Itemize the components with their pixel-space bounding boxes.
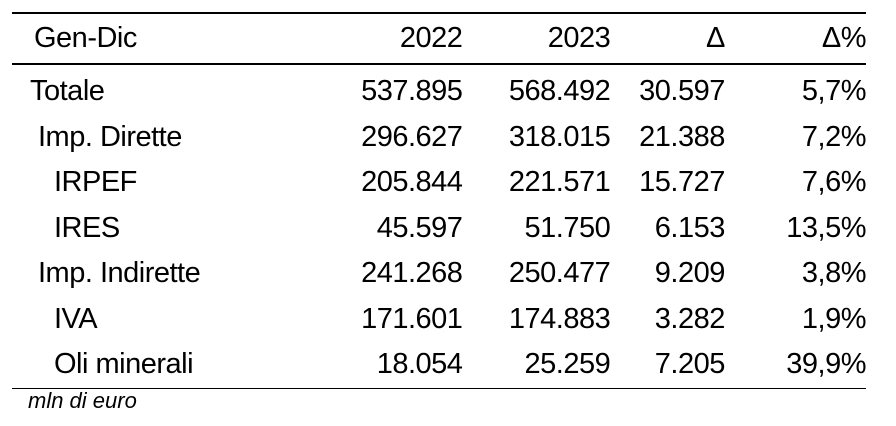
cell-delta-pct: 3,8% [801, 257, 867, 290]
header-period: Gen-Dic [34, 22, 137, 54]
cell-2022: 296.627 [361, 120, 463, 153]
cell-2023: 318.015 [508, 120, 611, 153]
table-row: Totale 537.895 568.492 30.597 5,7% [12, 64, 867, 115]
cell-delta-pct: 39,9% [786, 348, 866, 381]
table-row: Imp. Indirette 241.268 250.477 9.209 3,8% [12, 251, 867, 297]
table-row: IRPEF 205.844 221.571 15.727 7,6% [12, 160, 867, 206]
cell-2023: 174.883 [508, 302, 611, 335]
cell-2022: 18.054 [376, 348, 463, 381]
row-label: IRES [54, 211, 120, 244]
cell-delta-pct: 7,2% [801, 120, 867, 153]
table-row: IRES 45.597 51.750 6.153 13,5% [12, 206, 867, 252]
cell-2022: 171.601 [361, 302, 463, 335]
header-delta-pct: Δ% [821, 22, 867, 54]
row-label: Oli minerali [54, 348, 194, 381]
cell-2023: 568.492 [508, 75, 611, 108]
cell-2023: 25.259 [524, 348, 611, 381]
cell-delta-pct: 1,9% [801, 302, 867, 335]
row-label: Imp. Indirette [38, 257, 201, 290]
cell-2022: 45.597 [376, 211, 463, 244]
header-2022: 2022 [399, 22, 463, 54]
cell-2022: 205.844 [361, 166, 463, 199]
row-label: Totale [30, 75, 105, 108]
cell-delta-pct: 13,5% [786, 211, 866, 244]
row-label: IRPEF [54, 166, 137, 199]
row-label: Imp. Dirette [38, 120, 182, 153]
cell-2023: 221.571 [508, 166, 611, 199]
unit-note: mln di euro [28, 388, 137, 413]
cell-delta-pct: 5,7% [801, 75, 867, 108]
cell-2022: 241.268 [361, 257, 463, 290]
table-row: IVA 171.601 174.883 3.282 1,9% [12, 297, 867, 343]
table-header-row: Gen-Dic 2022 2023 Δ Δ% [12, 13, 867, 64]
cell-delta: 15.727 [639, 166, 725, 199]
cell-delta: 21.388 [639, 120, 725, 153]
table-row: Imp. Dirette 296.627 318.015 21.388 7,2% [12, 115, 867, 161]
cell-2023: 51.750 [524, 211, 611, 244]
cell-delta: 7.205 [654, 348, 726, 381]
cell-delta: 9.209 [654, 257, 726, 290]
cell-2023: 250.477 [508, 257, 611, 290]
cell-delta-pct: 7,6% [801, 166, 867, 199]
row-label: IVA [54, 302, 98, 335]
cell-delta: 30.597 [639, 75, 725, 108]
tax-revenue-table: Gen-Dic 2022 2023 Δ Δ% Totale 537.895 568.… [12, 12, 867, 389]
table-row: Oli minerali 18.054 25.259 7.205 39,9% [12, 342, 867, 388]
cell-delta: 3.282 [654, 302, 726, 335]
cell-delta: 6.153 [654, 211, 726, 244]
header-delta: Δ [705, 22, 725, 54]
header-2023: 2023 [547, 22, 611, 54]
cell-2022: 537.895 [361, 75, 463, 108]
